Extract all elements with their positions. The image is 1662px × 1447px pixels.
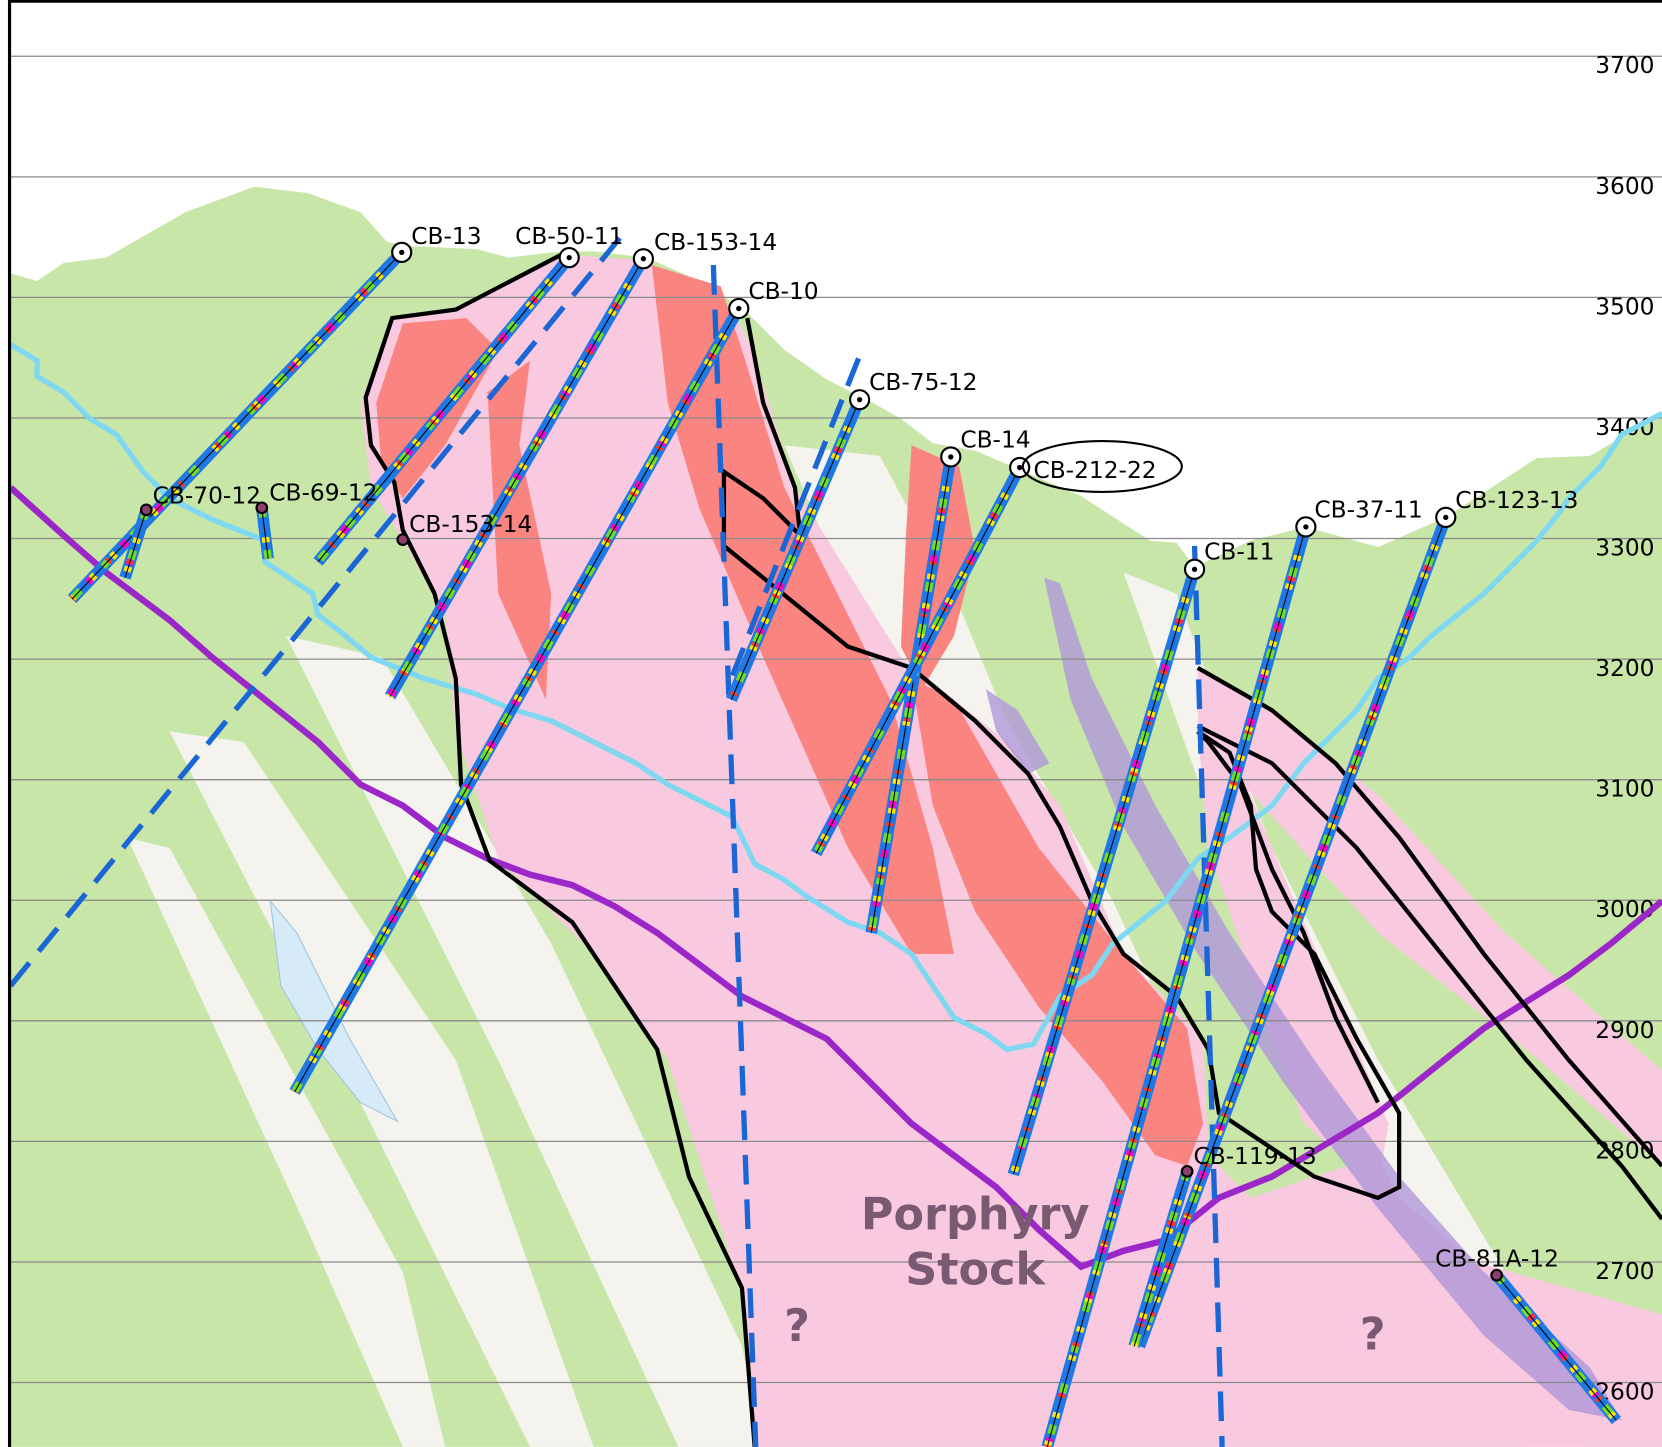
hole-label: CB-50-11 bbox=[515, 223, 623, 250]
collar-dot bbox=[641, 256, 646, 261]
hole-label: CB-37-11 bbox=[1314, 496, 1422, 523]
elevation-label: 3700 bbox=[1595, 52, 1654, 79]
collar-dot bbox=[1017, 465, 1022, 470]
unknown-mark: ? bbox=[1360, 1309, 1386, 1360]
elevation-label: 3100 bbox=[1595, 776, 1654, 803]
hole-label: CB-10 bbox=[748, 278, 818, 305]
collar-dot bbox=[736, 306, 741, 311]
hole-label: CB-14 bbox=[960, 426, 1030, 453]
collar-dot bbox=[399, 250, 404, 255]
page: 3700 3600 3500 3400 3300 3200 3100 3000 2900 2800… bbox=[0, 0, 1662, 1447]
elevation-label: 2800 bbox=[1595, 1137, 1654, 1164]
porphyry-label: Porphyry bbox=[861, 1190, 1090, 1241]
elevation-label: 2900 bbox=[1595, 1017, 1654, 1044]
collar-dot bbox=[1192, 567, 1197, 572]
cross-section: 3700 3600 3500 3400 3300 3200 3100 3000 2900 2800… bbox=[0, 0, 1662, 1447]
porphyry-label: Stock bbox=[905, 1245, 1046, 1296]
hole-label: CB-13 bbox=[411, 223, 481, 250]
hole-label: CB-11 bbox=[1204, 539, 1274, 566]
elevation-label: 3600 bbox=[1595, 173, 1654, 200]
elevation-label: 3500 bbox=[1595, 293, 1654, 320]
elevation-label: 3000 bbox=[1595, 896, 1654, 923]
collar bbox=[141, 505, 152, 516]
hole-label: CB-69-12 bbox=[269, 479, 377, 506]
collar-dot bbox=[857, 397, 862, 402]
hole-label: CB-70-12 bbox=[153, 483, 261, 510]
unknown-mark: ? bbox=[784, 1301, 810, 1352]
hole-label: CB-153-14 bbox=[409, 511, 532, 538]
collar bbox=[257, 503, 268, 514]
collar bbox=[397, 534, 408, 545]
collar-dot bbox=[1443, 515, 1448, 520]
hole-label: CB-81A-12 bbox=[1435, 1246, 1559, 1273]
hole-label: CB-212-22 bbox=[1033, 457, 1156, 484]
collar-dot bbox=[948, 454, 953, 459]
elevation-label: 3400 bbox=[1595, 414, 1654, 441]
hole-label: CB-119-13 bbox=[1194, 1143, 1317, 1170]
elevation-label: 3200 bbox=[1595, 655, 1654, 682]
hole-label: CB-123-13 bbox=[1455, 487, 1578, 514]
collar-dot bbox=[567, 255, 572, 260]
collar-dot bbox=[1303, 524, 1308, 529]
hole-label: CB-153-14 bbox=[654, 229, 777, 256]
elevation-label: 2700 bbox=[1595, 1258, 1654, 1285]
elevation-label: 3300 bbox=[1595, 534, 1654, 561]
hole-label: CB-75-12 bbox=[869, 369, 977, 396]
collar bbox=[1182, 1166, 1193, 1177]
